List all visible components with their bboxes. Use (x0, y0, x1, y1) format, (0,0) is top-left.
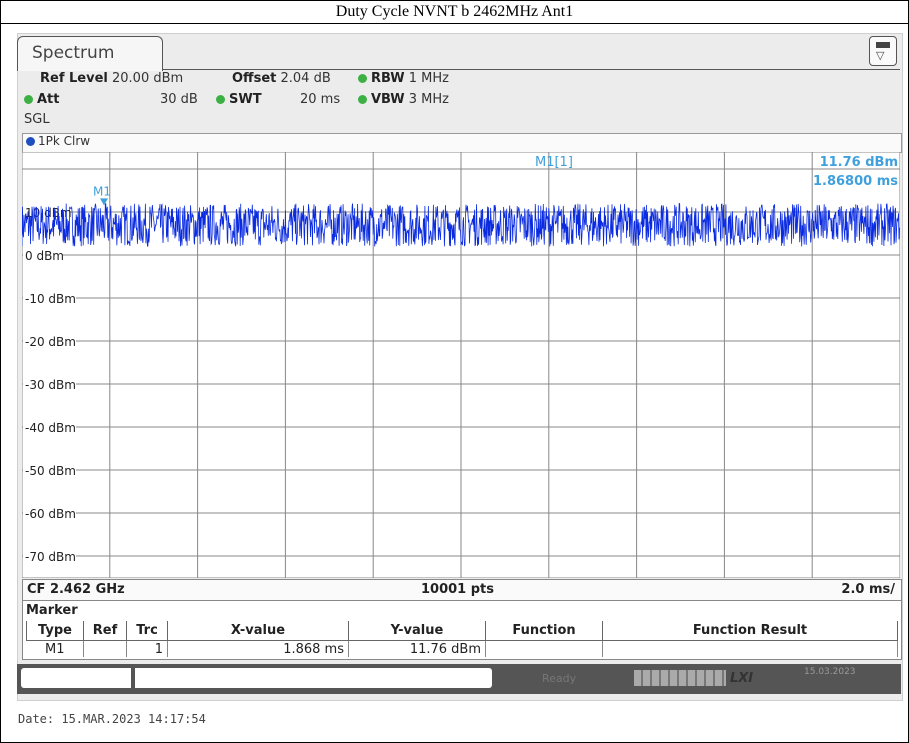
marker-table-panel: Marker Type Ref Trc X-value Y-value Func… (22, 600, 902, 660)
rbw-setting[interactable]: RBW 1 MHz (358, 71, 449, 86)
center-frequency: CF 2.462 GHz (27, 582, 125, 597)
y-tick-label: 0 dBm (25, 249, 64, 263)
tab-spectrum-label: Spectrum (32, 43, 115, 63)
rbw-indicator-icon (358, 74, 367, 83)
y-tick-label: -60 dBm (25, 507, 76, 521)
marker-table-title: Marker (26, 603, 78, 618)
trace-label: 1Pk Clrw (38, 134, 91, 148)
att-value: 30 dB (160, 92, 198, 107)
y-tick-label: -40 dBm (25, 421, 76, 435)
swt-value: 20 ms (300, 92, 341, 107)
rbw-value: 1 MHz (408, 71, 449, 86)
sweep-info-bar: CF 2.462 GHz 10001 pts 2.0 ms/ (22, 579, 902, 601)
y-tick-label-bg (23, 462, 76, 477)
swt-value-wrap: 20 ms (300, 92, 340, 107)
swt-indicator-icon (216, 95, 225, 104)
lxi-icon: LXI (730, 671, 754, 686)
att-label: Att (37, 92, 60, 107)
att-setting[interactable]: Att (24, 92, 60, 107)
dropdown-triangle-icon: ▽ (876, 49, 885, 62)
figure-caption: Duty Cycle NVNT b 2462MHz Ant1 (0, 0, 909, 24)
trace-indicator-icon (26, 137, 35, 146)
status-state: Ready (542, 672, 577, 685)
col-x-value: X-value (167, 621, 349, 641)
trace-line (22, 202, 900, 247)
display-config-icon[interactable]: ▽ (869, 36, 897, 66)
y-tick-label-bg (23, 548, 76, 563)
marker-readout-label: M1[1] (535, 155, 573, 170)
vbw-indicator-icon (358, 95, 367, 104)
y-tick-label: -50 dBm (25, 464, 76, 478)
y-tick-label: -70 dBm (25, 550, 76, 564)
marker-readout-level: 11.76 dBm (820, 155, 898, 170)
cell-type: M1 (26, 640, 84, 657)
vbw-value: 3 MHz (408, 92, 449, 107)
col-ref: Ref (83, 621, 127, 641)
status-date: 15.03.2023 (804, 667, 856, 677)
y-tick-label: -10 dBm (25, 292, 76, 306)
y-tick-label: -20 dBm (25, 335, 76, 349)
ref-level-value: 20.00 dBm (112, 71, 184, 86)
tab-divider (160, 69, 900, 70)
rbw-label: RBW (371, 71, 405, 86)
col-function: Function (485, 621, 603, 641)
col-y-value: Y-value (348, 621, 486, 641)
time-per-division: 2.0 ms/ (841, 582, 895, 597)
offset-value: 2.04 dB (280, 71, 331, 86)
col-type: Type (26, 621, 84, 641)
cell-y-value: 11.76 dBm (348, 640, 486, 657)
trace-header: 1Pk Clrw (22, 133, 902, 153)
ref-level-setting[interactable]: Ref Level 20.00 dBm (40, 71, 183, 86)
y-tick-label-bg (23, 290, 76, 305)
date-line: Date: 15.MAR.2023 14:17:54 (18, 712, 206, 726)
progress-meter (634, 670, 726, 686)
y-tick-label-bg (23, 376, 76, 391)
swt-label: SWT (229, 92, 262, 107)
y-tick-label: -30 dBm (25, 378, 76, 392)
col-function-result: Function Result (602, 621, 898, 641)
swt-setting[interactable]: SWT (216, 92, 262, 107)
marker-readout-time: 1.86800 ms (813, 174, 898, 189)
status-message-field[interactable] (137, 668, 492, 688)
sweep-mode: SGL (24, 112, 50, 127)
vbw-label: VBW (371, 92, 405, 107)
cell-function-result (602, 640, 898, 657)
att-indicator-icon (24, 95, 33, 104)
status-field-left[interactable] (21, 668, 131, 688)
att-value-wrap: 30 dB (160, 92, 198, 107)
ref-level-label: Ref Level (40, 71, 108, 86)
col-trc: Trc (126, 621, 168, 641)
offset-setting[interactable]: Offset 2.04 dB (232, 71, 331, 86)
cell-ref (83, 640, 127, 657)
offset-label: Offset (232, 71, 277, 86)
marker-triangle (100, 198, 109, 206)
cell-trc: 1 (126, 640, 168, 657)
marker-table: Type Ref Trc X-value Y-value Function Fu… (26, 621, 898, 657)
y-tick-label-bg (23, 505, 76, 520)
y-tick-label-bg (23, 419, 76, 434)
cell-function (485, 640, 603, 657)
cell-x-value: 1.868 ms (167, 640, 349, 657)
tab-spectrum[interactable]: Spectrum (17, 36, 163, 71)
sweep-points: 10001 pts (421, 582, 495, 597)
y-tick-label-bg (23, 247, 62, 262)
marker-label: M1 (93, 184, 111, 198)
vbw-setting[interactable]: VBW 3 MHz (358, 92, 449, 107)
status-bar: Ready LXI 15.03.2023 (17, 664, 901, 694)
y-tick-label-bg (23, 333, 76, 348)
table-row[interactable]: M1 1 1.868 ms 11.76 dBm (26, 640, 898, 657)
display-config-bar (876, 42, 890, 48)
